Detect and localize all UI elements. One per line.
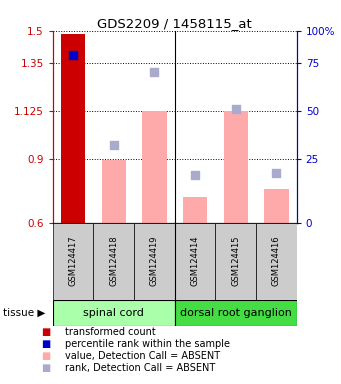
Title: GDS2209 / 1458115_at: GDS2209 / 1458115_at <box>98 17 252 30</box>
Bar <box>102 160 126 223</box>
Text: spinal cord: spinal cord <box>83 308 144 318</box>
Text: GSM124416: GSM124416 <box>272 236 281 286</box>
Text: value, Detection Call = ABSENT: value, Detection Call = ABSENT <box>65 351 220 361</box>
Bar <box>256 223 297 300</box>
Text: ■: ■ <box>41 339 50 349</box>
Text: GSM124417: GSM124417 <box>69 236 78 286</box>
Bar <box>53 300 175 326</box>
Bar <box>175 223 216 300</box>
Point <box>233 106 238 112</box>
Bar <box>61 34 85 223</box>
Point <box>273 169 279 175</box>
Text: GSM124414: GSM124414 <box>191 236 199 286</box>
Text: tissue ▶: tissue ▶ <box>3 308 46 318</box>
Text: ■: ■ <box>41 363 50 373</box>
Bar <box>53 223 93 300</box>
Point <box>71 52 76 58</box>
Point <box>152 69 157 75</box>
Bar <box>264 189 288 223</box>
Text: ■: ■ <box>41 327 50 337</box>
Text: percentile rank within the sample: percentile rank within the sample <box>65 339 230 349</box>
Text: rank, Detection Call = ABSENT: rank, Detection Call = ABSENT <box>65 363 215 373</box>
Bar <box>216 223 256 300</box>
Text: ■: ■ <box>41 351 50 361</box>
Point <box>192 172 198 178</box>
Bar <box>224 111 248 223</box>
Bar <box>93 223 134 300</box>
Text: transformed count: transformed count <box>65 327 155 337</box>
Text: GSM124418: GSM124418 <box>109 236 118 286</box>
Bar <box>134 223 175 300</box>
Bar <box>175 300 297 326</box>
Text: dorsal root ganglion: dorsal root ganglion <box>180 308 292 318</box>
Text: GSM124419: GSM124419 <box>150 236 159 286</box>
Bar <box>142 111 167 223</box>
Point <box>111 142 117 148</box>
Bar <box>183 197 207 223</box>
Text: GSM124415: GSM124415 <box>231 236 240 286</box>
